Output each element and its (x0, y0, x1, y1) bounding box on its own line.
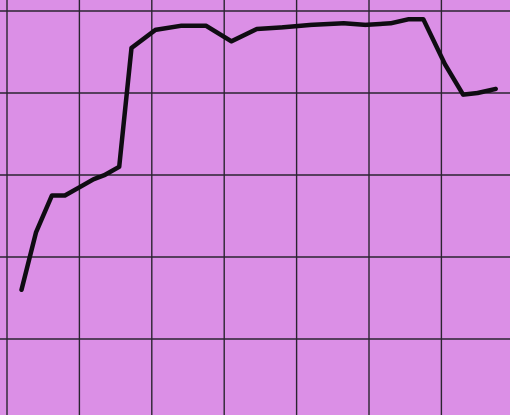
series-line (19, 16, 498, 293)
series-group (19, 16, 498, 293)
